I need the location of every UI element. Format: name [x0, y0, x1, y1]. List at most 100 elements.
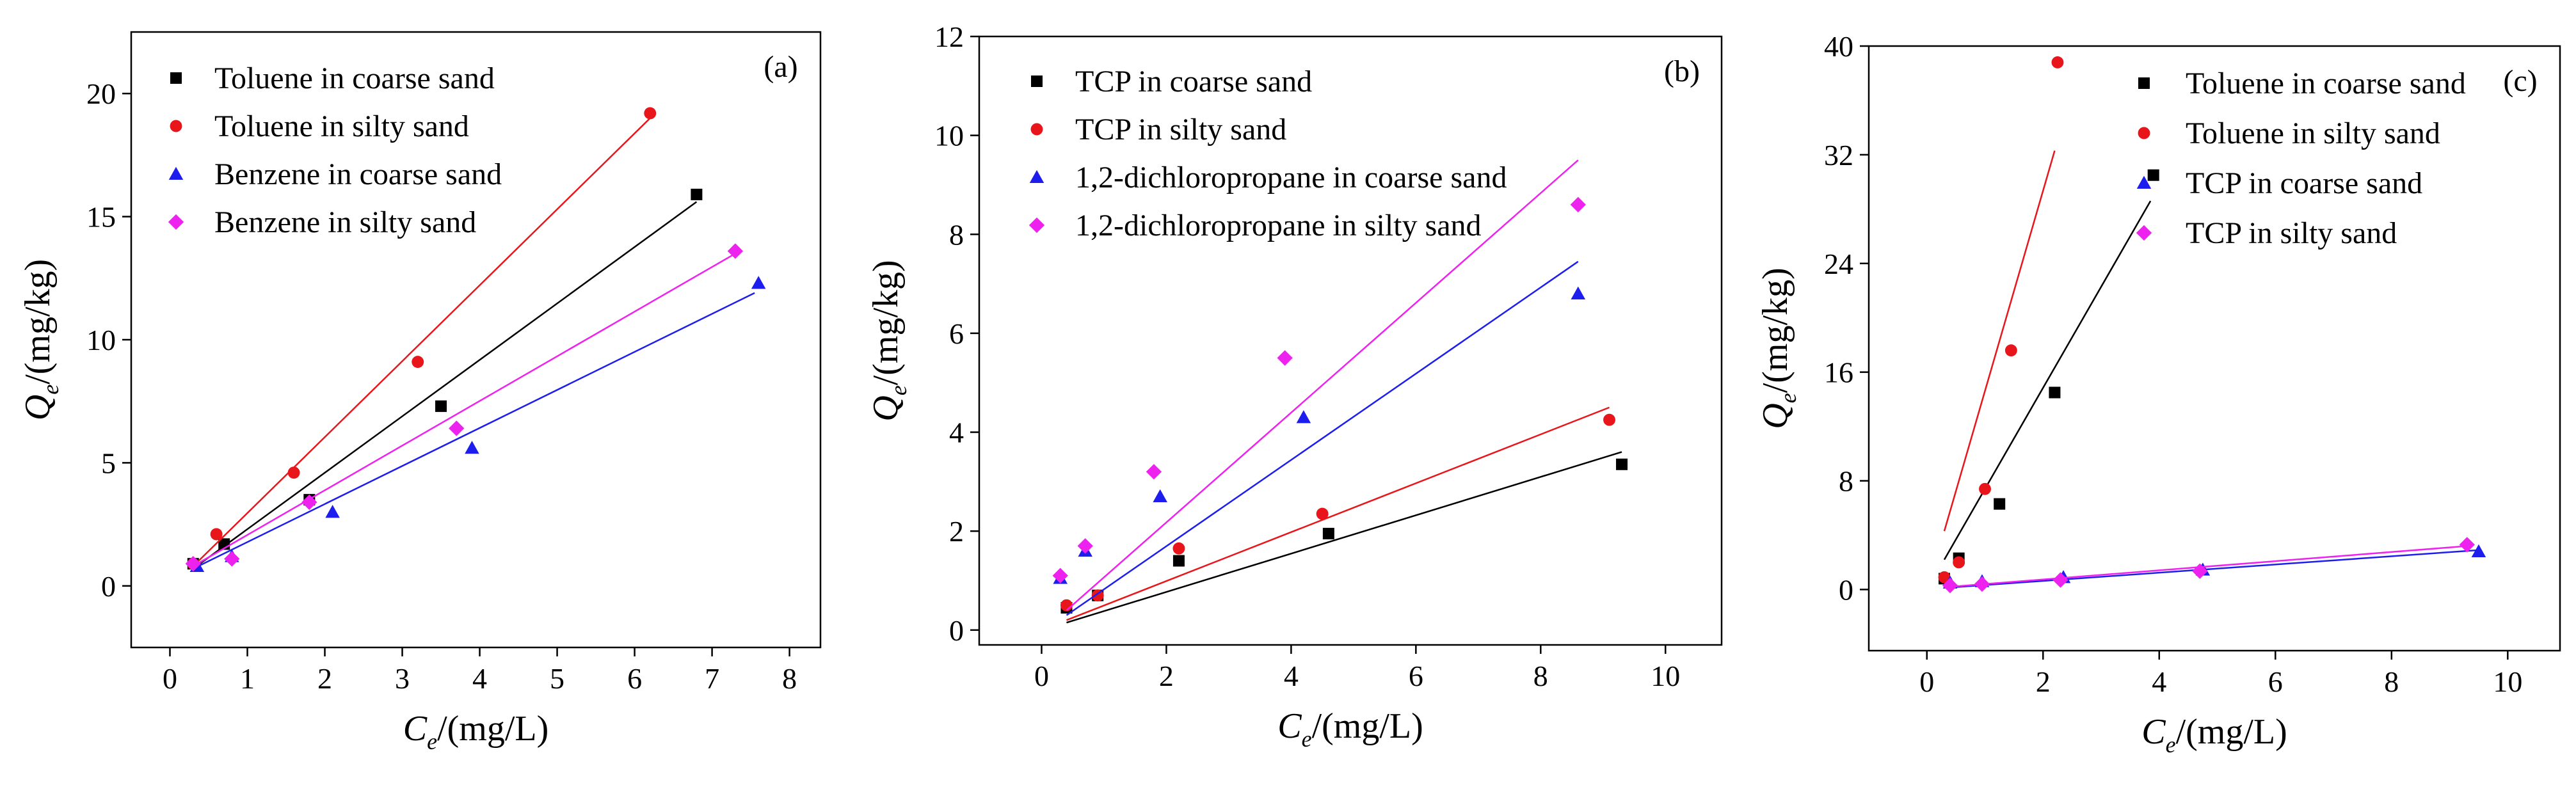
chart-panel-3: 0 2 4 6 8 100816243240Ce/(mg/L)Qe/(mg/kg)(c)T… [1756, 30, 2561, 757]
data-point [1603, 413, 1615, 426]
data-point [1994, 498, 2006, 510]
data-point [325, 505, 340, 518]
y-axis-label: Qe/(mg/kg) [18, 259, 63, 420]
y-tick-label: 24 [1824, 248, 1853, 280]
panel-label: (c) [2503, 64, 2537, 98]
data-point [449, 420, 465, 436]
y-axis-label: Qe/(mg/kg) [866, 260, 911, 421]
legend-marker [1028, 217, 1045, 234]
legend-label: TCP in coarse sand [2186, 166, 2422, 200]
data-point [1172, 542, 1185, 555]
y-axis-label: Qe/(mg/kg) [1756, 267, 1801, 429]
x-axis-label: Ce/(mg/L) [403, 709, 549, 754]
legend-label: Toluene in coarse sand [2186, 67, 2466, 100]
y-tick-label: 20 [86, 77, 116, 110]
fit-line [1949, 545, 2467, 588]
legend-marker [2138, 127, 2150, 139]
x-tick-label: 6 [627, 662, 642, 695]
y-tick-label: 0 [101, 570, 116, 603]
x-tick-label: 10 [1651, 660, 1680, 692]
y-tick-label: 6 [949, 317, 964, 350]
legend-label: Toluene in silty sand [214, 109, 469, 143]
data-point [1052, 567, 1068, 583]
series-1 [1060, 451, 1628, 624]
x-tick-label: 6 [1409, 660, 1423, 692]
legend-marker [1029, 170, 1044, 183]
data-point [2471, 544, 2486, 557]
y-tick-label: 16 [1824, 356, 1853, 389]
x-tick-label: 2 [2036, 665, 2051, 698]
legend-label: TCP in coarse sand [1075, 65, 1312, 99]
fit-line [1066, 260, 1579, 616]
data-point [2051, 56, 2064, 68]
data-point [2192, 563, 2208, 579]
y-tick-label: 5 [101, 447, 116, 479]
legend-label: TCP in silty sand [2186, 216, 2397, 250]
data-point [287, 466, 300, 479]
data-point [1953, 556, 1965, 569]
plot-frame [978, 35, 1723, 646]
data-point [1153, 489, 1167, 503]
data-point [1296, 410, 1311, 424]
x-tick-label: 2 [1159, 660, 1174, 692]
fit-line [1066, 451, 1622, 624]
x-tick-label: 3 [395, 662, 410, 695]
legend-label: 1,2-dichloropropane in coarse sand [1075, 161, 1507, 194]
x-tick-label: 0 [1919, 665, 1934, 698]
y-tick-label: 12 [934, 20, 964, 53]
legend-marker [2136, 225, 2152, 241]
legend-label: Toluene in silty sand [2186, 116, 2440, 150]
panel-label: (b) [1664, 54, 1700, 88]
data-point [1146, 464, 1162, 480]
fit-line [1943, 150, 2056, 532]
data-point [751, 276, 766, 289]
data-point [2052, 572, 2068, 588]
legend-marker [168, 214, 184, 230]
legend-label: Benzene in silty sand [214, 205, 476, 239]
series-3 [189, 276, 766, 573]
x-tick-label: 6 [2268, 665, 2283, 698]
y-tick-label: 40 [1824, 30, 1853, 63]
fit-line [1949, 549, 2479, 589]
legend-label: TCP in silty sand [1075, 113, 1286, 147]
y-tick-label: 4 [949, 416, 964, 449]
data-point [1974, 576, 1990, 592]
data-point [1979, 482, 1991, 495]
series-1 [1938, 169, 2159, 585]
legend-marker [1031, 75, 1043, 87]
legend-marker [2138, 77, 2150, 89]
data-point [691, 188, 703, 200]
data-point [1172, 555, 1185, 567]
series-2 [1060, 406, 1615, 621]
legend-label: Benzene in coarse sand [214, 157, 502, 191]
legend-marker [1030, 123, 1043, 136]
series-4 [1942, 537, 2475, 594]
x-tick-label: 4 [472, 662, 487, 695]
y-tick-label: 32 [1824, 139, 1853, 171]
data-point [1938, 571, 1951, 583]
x-tick-label: 8 [782, 662, 797, 695]
data-point [465, 441, 479, 454]
legend-marker [170, 120, 182, 132]
y-tick-label: 0 [1839, 573, 1853, 606]
data-point [1316, 507, 1329, 520]
data-point [2147, 169, 2159, 181]
x-tick-label: 10 [2493, 665, 2522, 698]
panel-label: (a) [764, 50, 797, 84]
legend-marker [168, 166, 184, 180]
data-point [2459, 537, 2475, 553]
legend-marker [2136, 175, 2152, 189]
x-tick-label: 0 [163, 662, 177, 695]
series-1 [187, 188, 703, 570]
x-tick-label: 4 [1284, 660, 1299, 692]
x-tick-label: 8 [2384, 665, 2399, 698]
chart-panel-1: 0 1 2 3 4 5 6 7 8 0 5 10 15 20 Ce/(mg/L) Qe/(mg/kg) (a) T… [18, 31, 822, 754]
data-point [210, 528, 223, 541]
data-point [1571, 286, 1586, 300]
legend-marker [170, 72, 182, 84]
y-tick-label: 15 [86, 201, 116, 234]
y-tick-label: 10 [934, 120, 964, 152]
data-point [412, 356, 424, 369]
x-tick-label: 8 [1533, 660, 1548, 692]
data-point [301, 494, 317, 511]
